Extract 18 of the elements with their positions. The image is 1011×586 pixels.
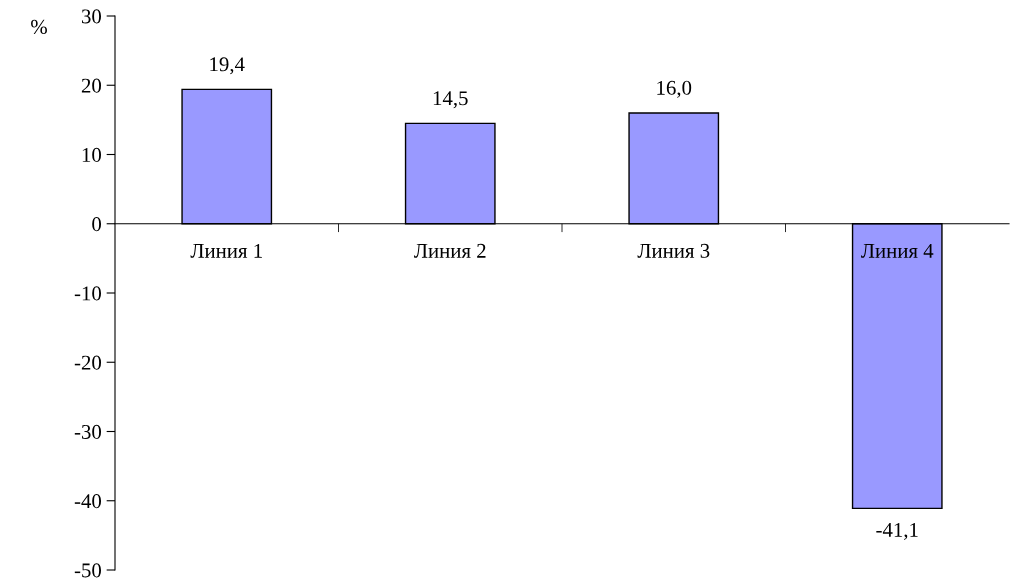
y-tick-label: -40 [74,494,102,509]
y-tick-label: -30 [74,424,102,439]
x-tick-label: Линия 1 [190,243,262,258]
y-tick-label: 30 [81,9,102,24]
y-tick-label: 10 [82,147,102,162]
x-tick-label: Линия 2 [414,243,486,258]
y-tick-label: 20 [81,78,102,93]
y-tick-label: -50 [74,563,102,578]
y-tick-label: 0 [92,217,102,232]
x-tick-label: Линия 3 [637,243,710,258]
data-label: 19,4 [210,57,245,75]
y-tick-label: -10 [74,286,102,301]
x-tick-label: Линия 4 [861,243,934,258]
data-label: 14,5 [433,91,468,109]
y-tick-label: -20 [74,355,102,370]
y-axis-title: % [31,19,47,34]
data-label: 16,0 [657,80,692,98]
data-label: -41,1 [876,522,918,540]
